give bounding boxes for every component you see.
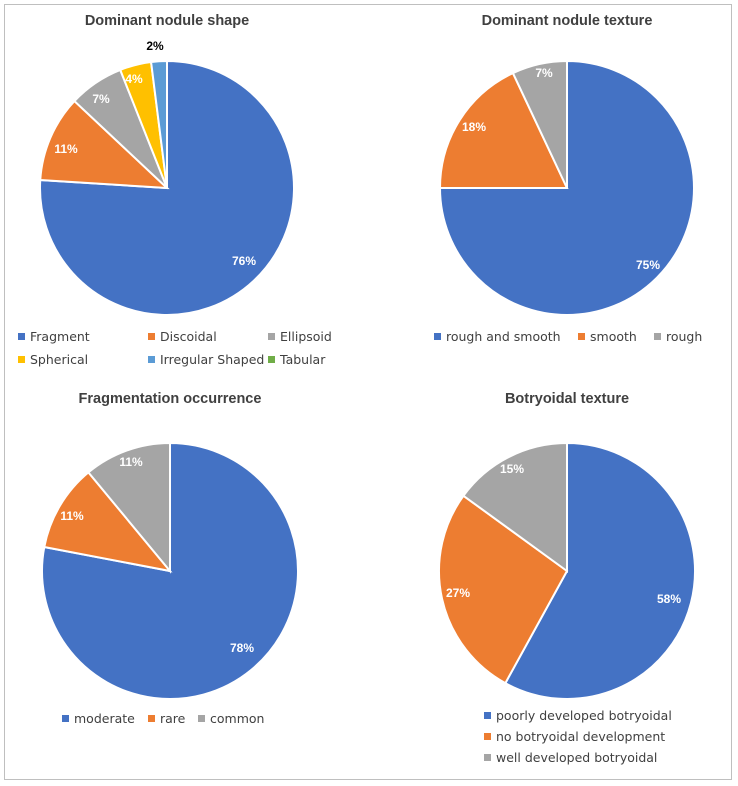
pie-slice-dominant-nodule-shape-fragment xyxy=(39,59,295,316)
legend-marker-botryoidal-texture-poorly-developed-botryoidal xyxy=(484,712,491,719)
pie-slice-dominant-nodule-texture-smooth xyxy=(438,71,569,189)
data-label-botryoidal-texture-no-botryoidal-development: 27% xyxy=(446,586,470,600)
data-label-botryoidal-texture-well-developed-botryoidal: 15% xyxy=(500,462,524,476)
data-label-dominant-nodule-shape-spherical: 4% xyxy=(125,72,143,86)
data-label-fragmentation-occurrence-moderate: 78% xyxy=(230,641,254,655)
legend-marker-botryoidal-texture-no-botryoidal-development xyxy=(484,733,491,740)
legend-label-botryoidal-texture-no-botryoidal-development: no botryoidal development xyxy=(496,729,665,744)
pie-slice-dominant-nodule-shape-irregular-shaped xyxy=(149,59,168,189)
data-label-fragmentation-occurrence-common: 11% xyxy=(119,455,143,469)
legend-marker-dominant-nodule-texture-rough xyxy=(654,333,661,340)
legend-marker-dominant-nodule-shape-ellipsoid xyxy=(268,333,275,340)
pie-slice-fragmentation-occurrence-rare xyxy=(43,470,173,573)
legend-label-dominant-nodule-shape-discoidal: Discoidal xyxy=(160,329,217,344)
chart-title-botryoidal-texture: Botryoidal texture xyxy=(505,391,629,407)
legend-label-fragmentation-occurrence-common: common xyxy=(210,711,264,726)
legend-label-dominant-nodule-texture-rough: rough xyxy=(666,329,702,344)
pie-slice-botryoidal-texture-no-botryoidal-development xyxy=(438,494,569,685)
data-label-dominant-nodule-shape-fragment: 76% xyxy=(232,254,256,268)
legend-label-dominant-nodule-shape-tabular: Tabular xyxy=(279,352,326,367)
legend-label-fragmentation-occurrence-rare: rare xyxy=(160,711,186,726)
legend-marker-fragmentation-occurrence-moderate xyxy=(62,715,69,722)
pie-slice-botryoidal-texture-poorly-developed-botryoidal xyxy=(503,441,696,700)
data-label-dominant-nodule-shape-irregular-shaped: 2% xyxy=(146,39,164,53)
data-label-dominant-nodule-texture-rough: 7% xyxy=(535,66,553,80)
legend-label-botryoidal-texture-well-developed-botryoidal: well developed botryoidal xyxy=(496,750,657,765)
legend-label-botryoidal-texture-poorly-developed-botryoidal: poorly developed botryoidal xyxy=(496,708,672,723)
legend-marker-dominant-nodule-shape-tabular xyxy=(268,356,275,363)
legend-marker-dominant-nodule-texture-rough-and-smooth xyxy=(434,333,441,340)
pie-slice-dominant-nodule-shape-discoidal xyxy=(39,99,170,190)
data-label-dominant-nodule-shape-discoidal: 11% xyxy=(54,142,78,156)
pie-slice-dominant-nodule-texture-rough-and-smooth xyxy=(438,59,695,316)
chart-title-dominant-nodule-texture: Dominant nodule texture xyxy=(482,13,653,29)
data-label-dominant-nodule-shape-ellipsoid: 7% xyxy=(92,92,110,106)
data-label-dominant-nodule-texture-rough-and-smooth: 75% xyxy=(636,258,660,272)
pie-slice-dominant-nodule-texture-rough xyxy=(511,59,568,189)
chart-title-fragmentation-occurrence: Fragmentation occurrence xyxy=(79,391,262,407)
data-label-dominant-nodule-texture-smooth: 18% xyxy=(462,120,486,134)
legend-label-dominant-nodule-shape-ellipsoid: Ellipsoid xyxy=(280,329,332,344)
legend-marker-fragmentation-occurrence-common xyxy=(198,715,205,722)
pie-slice-fragmentation-occurrence-common xyxy=(87,441,171,574)
legend-marker-fragmentation-occurrence-rare xyxy=(148,715,155,722)
data-label-fragmentation-occurrence-rare: 11% xyxy=(60,509,84,523)
legend-label-dominant-nodule-shape-irregular-shaped: Irregular Shaped xyxy=(160,352,264,367)
legend-label-dominant-nodule-shape-fragment: Fragment xyxy=(30,329,90,344)
legend-label-dominant-nodule-texture-rough-and-smooth: rough and smooth xyxy=(446,329,561,344)
figure-frame xyxy=(4,4,732,780)
data-label-botryoidal-texture-poorly-developed-botryoidal: 58% xyxy=(657,592,681,606)
legend-marker-dominant-nodule-shape-discoidal xyxy=(148,333,155,340)
pie-slice-botryoidal-texture-well-developed-botryoidal xyxy=(462,441,568,573)
legend-marker-dominant-nodule-shape-irregular-shaped xyxy=(148,356,155,363)
legend-marker-dominant-nodule-texture-smooth xyxy=(578,333,585,340)
legend-marker-botryoidal-texture-well-developed-botryoidal xyxy=(484,754,491,761)
legend-label-fragmentation-occurrence-moderate: moderate xyxy=(74,711,135,726)
legend-marker-dominant-nodule-shape-fragment xyxy=(18,333,25,340)
legend-marker-dominant-nodule-shape-spherical xyxy=(18,356,25,363)
legend-label-dominant-nodule-texture-smooth: smooth xyxy=(590,329,637,344)
chart-title-dominant-nodule-shape: Dominant nodule shape xyxy=(85,13,249,29)
legend-label-dominant-nodule-shape-spherical: Spherical xyxy=(30,352,88,367)
